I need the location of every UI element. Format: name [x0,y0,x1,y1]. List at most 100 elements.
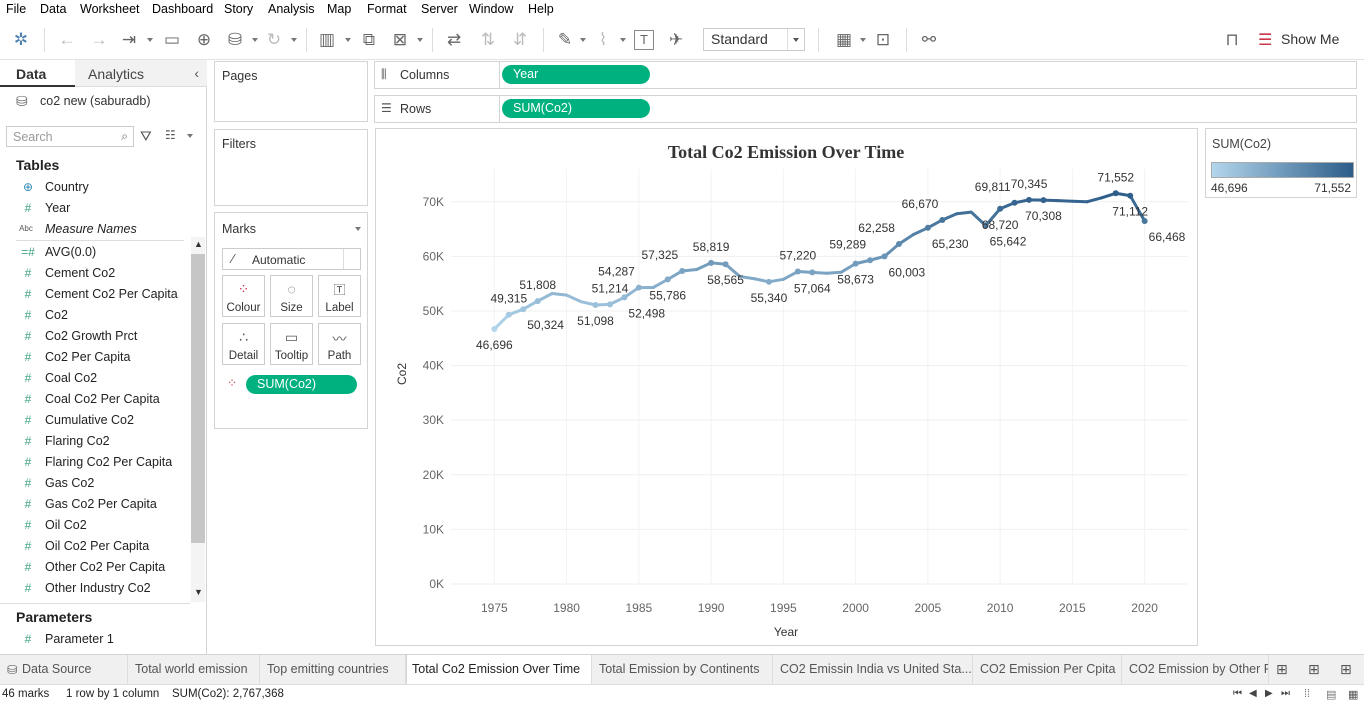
clear-sheet-dropdown-icon[interactable] [417,38,423,42]
presentation-mode-icon[interactable]: ⊡ [875,30,891,49]
show-tabs-icon[interactable]: ▦ [1348,689,1359,701]
menu-worksheet[interactable]: Worksheet [80,2,140,16]
highlight-icon[interactable]: ✎ [557,30,573,49]
view-options-dropdown-icon[interactable] [187,134,193,138]
field-item[interactable]: # Flaring Co2 Per Capita [0,452,185,473]
new-dashboard-icon[interactable]: ⊞ [1308,661,1320,677]
new-story-icon[interactable]: ⊞ [1340,661,1352,677]
swap-axes-icon[interactable]: ⇄ [446,30,462,49]
field-item[interactable]: # Flaring Co2 [0,431,185,452]
tableau-logo-icon[interactable]: ✲ [13,30,29,49]
clear-sheet-icon[interactable]: ⊠ [392,30,408,49]
rows-pill-sum-co2[interactable]: SUM(Co2) [502,99,650,118]
menu-help[interactable]: Help [528,2,554,16]
show-cards-icon[interactable]: ▦ [835,30,853,49]
show-filmstrip-icon[interactable]: ▤ [1326,689,1337,701]
menu-dashboard[interactable]: Dashboard [152,2,214,16]
menu-map[interactable]: Map [327,2,352,16]
field-item[interactable]: # Other Co2 Per Capita [0,557,185,578]
menu-data[interactable]: Data [40,2,67,16]
field-item[interactable]: # Other Industry Co2 [0,578,185,599]
menu-file[interactable]: File [6,2,27,16]
line-chart[interactable]: Total Co2 Emission Over Time 0K 10K 20K 30K 4… [376,129,1197,645]
refresh-icon[interactable]: ↻ [266,30,282,49]
last-sheet-icon[interactable]: ⏭ [1281,688,1290,699]
scroll-down-icon[interactable]: ▼ [194,587,203,597]
menu-story[interactable]: Story [224,2,254,16]
datasource-dropdown-icon[interactable] [252,38,258,42]
field-item[interactable]: # Cumulative Co2 [0,410,185,431]
new-worksheet-icon[interactable]: ▥ [318,30,336,49]
color-legend[interactable]: SUM(Co2) 46,696 71,552 [1205,128,1357,198]
field-item[interactable]: # Coal Co2 Per Capita [0,389,185,410]
field-item[interactable]: # Gas Co2 [0,473,185,494]
field-item[interactable]: # Cement Co2 Per Capita [0,284,185,305]
detail-button[interactable]: ∴ Detail [222,323,265,365]
tab-data-source[interactable]: ⛁ Data Source [0,655,128,685]
tab-co2-emission-per-cpita[interactable]: CO2 Emission Per Cpita [973,655,1122,685]
show-sheet-sorter-icon[interactable]: ⁞⁞ [1304,688,1311,700]
new-worksheet-icon[interactable]: ⊞ [1276,661,1288,677]
mark-type-select[interactable]: ⁄ Automatic [222,248,361,270]
pin-board-icon[interactable]: ⊓ [1225,30,1239,49]
redo-icon[interactable]: → [90,30,108,49]
field-item[interactable]: # Cement Co2 [0,263,185,284]
refresh-dropdown-icon[interactable] [291,38,297,42]
field-item[interactable]: # Oil Co2 [0,515,185,536]
parameter-item[interactable]: # Parameter 1 [0,629,185,650]
fix-axes-icon[interactable]: ✈ [668,30,684,49]
save-icon[interactable]: ▭ [163,30,181,49]
menu-server[interactable]: Server [421,2,458,16]
sort-descending-icon[interactable]: ⇵ [512,30,528,49]
marks-menu-icon[interactable] [355,227,361,231]
tab-data[interactable]: Data [0,60,75,87]
view-size-select[interactable]: Standard [703,28,805,51]
new-worksheet-dropdown-icon[interactable] [345,38,351,42]
field-item[interactable]: Abc Measure Names [0,219,185,240]
tab-co2-emissin-india-vs-united-states[interactable]: CO2 Emissin India vs United Sta... [773,655,973,685]
share-icon[interactable]: ⚯ [921,30,937,49]
group-dropdown-icon[interactable] [620,38,626,42]
datasource-icon[interactable]: ⛁ [227,30,243,49]
field-item[interactable]: # Year [0,198,185,219]
scroll-up-icon[interactable]: ▲ [194,239,203,249]
tooltip-button[interactable]: ▭ Tooltip [270,323,313,365]
tab-total-co2-emission-over-time[interactable]: Total Co2 Emission Over Time [406,654,592,685]
replay-icon[interactable]: ⇥ [121,30,137,49]
menu-format[interactable]: Format [367,2,407,16]
next-sheet-icon[interactable]: ▶ [1265,688,1273,699]
field-item[interactable]: # Coal Co2 [0,368,185,389]
field-item[interactable]: # Oil Co2 Per Capita [0,536,185,557]
view-options-icon[interactable]: ☷ [165,128,176,142]
pages-card[interactable]: Pages [214,61,368,122]
columns-pill-year[interactable]: Year [502,65,650,84]
colour-button[interactable]: ⁘ Colour [222,275,265,317]
path-button[interactable]: 〰 Path [318,323,361,365]
group-members-icon[interactable]: ⌇ [598,30,608,49]
scrollbar-thumb[interactable] [191,254,205,543]
collapse-pane-icon[interactable]: ‹ [194,65,199,81]
mark-pill-sum-co2[interactable]: SUM(Co2) [246,375,357,394]
tab-co2-emission-by-other[interactable]: CO2 Emission by Other F [1122,655,1269,685]
field-item[interactable]: # Co2 Growth Prct [0,326,185,347]
field-item[interactable]: # Co2 [0,305,185,326]
prev-sheet-icon[interactable]: ◀ [1249,688,1257,699]
field-item[interactable]: ⊕ Country [0,177,185,198]
replay-dropdown-icon[interactable] [147,38,153,42]
show-cards-dropdown-icon[interactable] [860,38,866,42]
filters-card[interactable]: Filters [214,129,368,206]
duplicate-sheet-icon[interactable]: ⧉ [362,30,376,49]
field-item[interactable]: =# AVG(0.0) [0,242,185,263]
sort-ascending-icon[interactable]: ⇅ [480,30,496,49]
tab-analytics[interactable]: Analytics ‹ [75,60,207,87]
first-sheet-icon[interactable]: ⏮ [1233,688,1242,699]
new-datasource-icon[interactable]: ⊕ [196,30,212,49]
field-list-scrollbar[interactable]: ▲ ▼ [191,237,205,602]
tab-total-world-emission[interactable]: Total world emission [128,655,260,685]
tab-total-emission-by-continents[interactable]: Total Emission by Continents [592,655,773,685]
filter-icon[interactable]: ⛛ [140,128,152,144]
search-input[interactable]: Search ⌕ [6,126,134,147]
menu-window[interactable]: Window [469,2,514,16]
highlight-dropdown-icon[interactable] [580,38,586,42]
field-item[interactable]: # Gas Co2 Per Capita [0,494,185,515]
